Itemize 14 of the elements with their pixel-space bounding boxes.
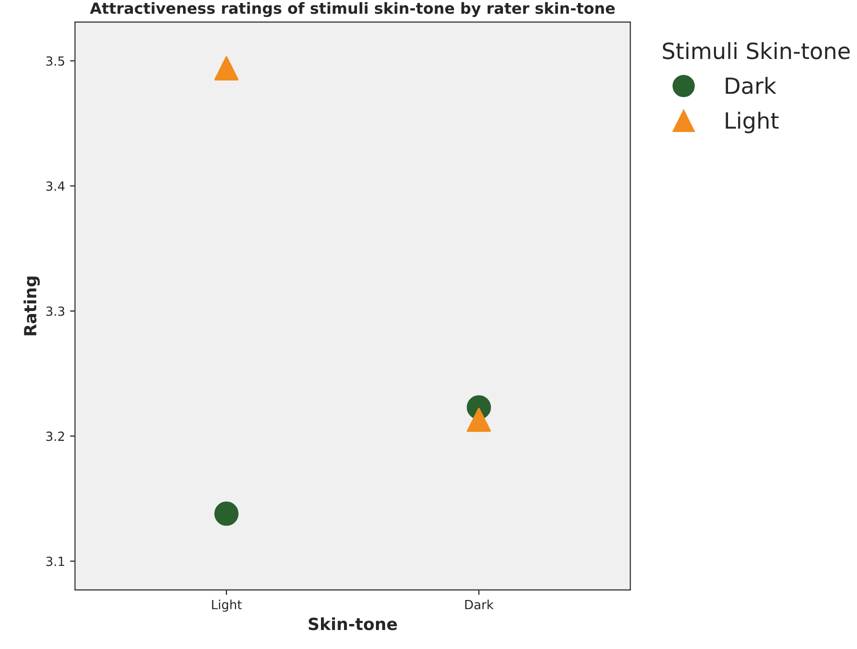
point <box>214 502 239 526</box>
y-axis-title: Rating <box>24 276 40 336</box>
y-tick-label: 3.3 <box>46 306 64 316</box>
y-tick-label: 3.5 <box>46 56 64 66</box>
legend-label: Light <box>726 112 779 134</box>
y-tick-label: 3.2 <box>46 432 64 442</box>
legend-title: Stimuli Skin-tone <box>662 42 850 60</box>
point <box>214 56 239 80</box>
point <box>466 408 491 432</box>
y-tick-label: 3.4 <box>46 181 65 191</box>
y-tick-label: 3.1 <box>46 556 64 566</box>
chart-title: Attractiveness ratings of stimuli skin-tone by rater skin-tone <box>90 2 615 18</box>
legend-label: Dark <box>726 76 776 94</box>
x-axis-title: Skin-tone <box>308 617 397 630</box>
